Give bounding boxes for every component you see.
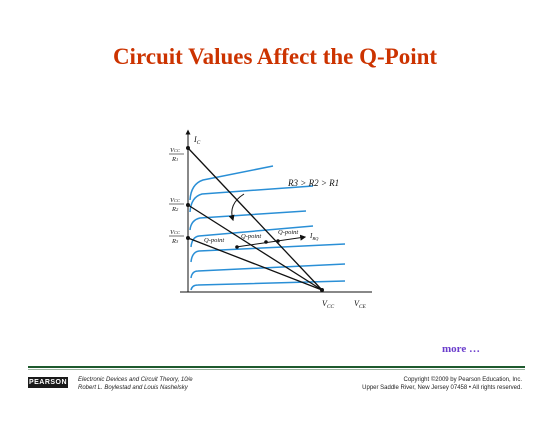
address-line: Upper Saddle River, New Jersey 07458 • A… [362,385,522,391]
ib-curve-4 [190,225,314,248]
svg-text:VCC: VCC [170,147,181,154]
book-authors: Robert L. Boylestad and Louis Nashelsky [78,385,188,391]
svg-text:VCC: VCC [170,197,181,204]
ibq-label: IBQ [309,232,319,241]
publisher-logo: PEARSON [28,377,68,388]
footer-divider-thin [28,369,525,370]
y-intercept-r1: VCC R1 [169,147,184,163]
svg-text:R1: R1 [171,156,178,163]
slide-title: Circuit Values Affect the Q-Point [112,44,438,69]
ib-curve-6 [189,185,314,213]
more-link[interactable]: more … [442,343,480,355]
q-point-label-2: Q-point [241,233,261,240]
y-intercept-r3: VCC R3 [169,229,184,245]
y-axis-label: IC [193,135,201,146]
svg-text:R2: R2 [171,206,179,213]
characteristic-curves [189,165,346,291]
q-point-dots [235,239,280,249]
load-line-r2 [187,204,323,291]
book-title: Electronic Devices and Circuit Theory, 1… [78,377,193,383]
intercept-dots [186,146,324,292]
q-point-diagram: IC VCE VCC VCC R1 VCC R2 VCC R3 [169,129,372,310]
copyright-line: Copyright ©2009 by Pearson Education, In… [403,377,523,383]
ib-curve-3 [190,243,346,263]
ib-curve-5 [189,210,307,231]
load-line-r3 [187,237,323,291]
copyright-notice: Copyright ©2009 by Pearson Education, In… [362,376,522,392]
rotation-arrow [228,193,245,222]
footer-divider [28,366,525,368]
ibq-arrow-line [235,234,307,248]
svg-text:R3: R3 [171,238,179,245]
vcc-x-label: VCC [322,299,335,310]
q-point-label-3: Q-point [278,229,298,236]
ib-curve-1 [190,280,346,291]
resistance-relation-label: R3 > R2 > R1 [287,178,339,188]
q-point-label-1: Q-point [204,237,224,244]
svg-text:VCC: VCC [170,229,181,236]
book-credit: Electronic Devices and Circuit Theory, 1… [78,376,193,392]
ib-curve-2 [190,263,346,279]
load-lines [187,147,323,291]
x-axis-label: VCE [354,299,367,310]
ib-curve-7 [189,165,274,201]
load-line-r1 [187,147,323,291]
y-intercept-r2: VCC R2 [169,197,184,213]
